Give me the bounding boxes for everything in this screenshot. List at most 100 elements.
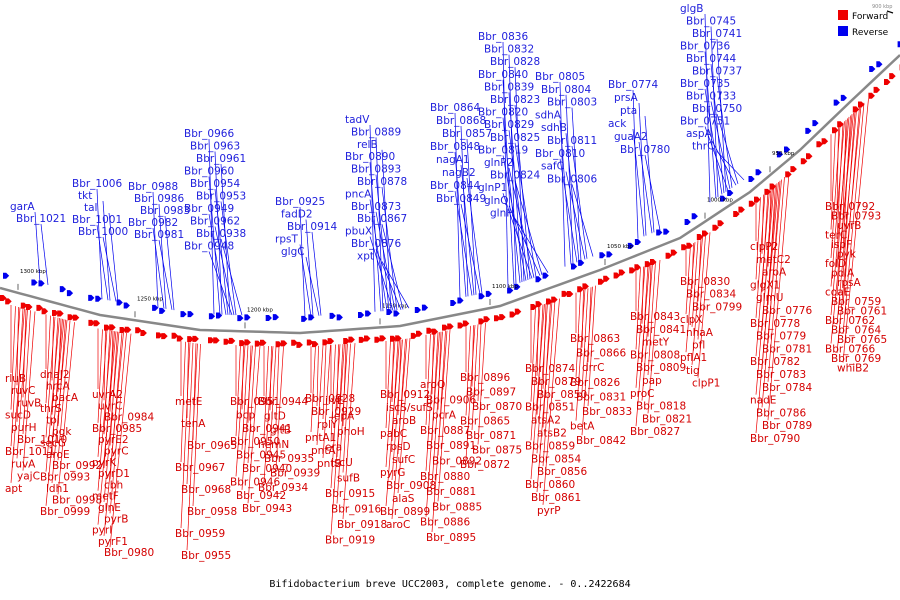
forward-gene-label: Bbr_0818 [636,401,686,413]
forward-gene-label: Bbr_0880 [420,471,470,483]
reverse-gene-arrow [159,307,166,314]
forward-connector-line [241,345,249,450]
reverse-connector-line [369,124,376,312]
forward-gene-arrow [535,301,543,308]
forward-gene-arrow [447,323,454,330]
reverse-gene-label: pbuX [345,226,372,238]
forward-gene-label: Bbr_0841 [636,324,686,336]
reverse-gene-label: tkt [78,190,92,202]
forward-gene-label: polA [831,268,855,280]
forward-gene-label: thrS [40,403,62,415]
forward-gene-label: apt [5,483,22,495]
forward-gene-arrow [494,315,501,322]
forward-gene-label: Bbr_0929 [311,406,361,418]
reverse-gene-arrow [237,315,244,322]
reverse-gene-label: Bbr_0780 [620,144,670,156]
forward-gene-label: Bbr_0834 [686,289,736,301]
forward-gene-label: sucD [5,410,31,422]
forward-gene-arrow [499,314,506,321]
forward-gene-arrow [748,200,756,207]
reverse-connector-line [514,142,537,278]
reverse-gene-label: Bbr_0983 [140,205,190,217]
forward-connector-line [830,112,854,344]
reverse-gene-label: safC [541,161,564,173]
reverse-gene-label: Bbr_0889 [351,126,401,138]
reverse-gene-arrow [485,290,492,297]
forward-connector-line [57,319,66,427]
forward-connector-line [241,345,253,490]
forward-connector-line [22,311,36,471]
forward-gene-arrow [20,302,28,309]
forward-gene-label: clpP1 [692,378,720,390]
reverse-gene-arrow [414,307,421,314]
forward-gene-label: Bbr_0943 [242,503,292,515]
forward-gene-arrow [364,335,371,342]
forward-gene-label: pyrB [104,513,128,525]
forward-gene-arrow [483,316,491,323]
reverse-gene-arrow [308,314,315,321]
reverse-gene-label: Bbr_0960 [184,166,234,178]
forward-connector-line [45,319,65,506]
forward-connector-line [10,306,16,410]
reverse-gene-arrow [3,272,10,279]
reverse-gene-arrows [3,41,900,322]
forward-gene-label: Bbr_0897 [466,387,516,399]
legend-reverse-label: Reverse [852,28,889,38]
reverse-gene-label: Bbr_0849 [436,193,486,205]
forward-gene-label: pyrI [92,525,112,537]
forward-gene-arrow [629,267,636,274]
forward-gene-label: tpi [46,415,60,427]
reverse-connector-line [375,211,396,311]
reverse-connector-line [704,13,711,203]
forward-connector-line [431,330,448,533]
forward-gene-label: Bbr_0833 [582,406,632,418]
forward-gene-arrow [821,138,829,145]
forward-connector-line [57,320,71,461]
forward-connector-line [581,288,589,392]
reverse-gene-arrow [727,189,734,196]
reverse-gene-arrow [88,294,95,301]
forward-gene-label: Bbr_0999 [40,506,90,518]
forward-gene-arrow [312,341,319,348]
forward-gene-label: Bbr_0783 [756,369,806,381]
forward-gene-label: Bbr_0762 [825,315,875,327]
forward-connector-line [767,173,790,421]
forward-connector-line [275,346,284,468]
forward-gene-label: Bbr_1011 [5,446,55,458]
forward-gene-label: Bbr_0958 [187,506,237,518]
forward-gene-arrow [72,314,80,321]
reverse-connector-line [716,38,727,192]
forward-gene-arrow [93,320,101,327]
forward-gene-arrow [686,242,693,249]
forward-connector-line [761,179,782,408]
forward-gene-label: pyrP [537,505,561,517]
forward-gene-label: drrC [582,362,604,374]
forward-connector-line [275,346,280,425]
forward-gene-label: Bbr_0886 [420,517,470,529]
forward-gene-label: Bbr_0808 [630,349,680,361]
forward-connector-line [97,330,112,491]
forward-gene-arrow [280,340,288,347]
forward-gene-arrow [754,196,761,203]
reverse-connector-line [460,203,481,295]
reverse-connector-line [158,239,173,310]
forward-connector-line [109,333,132,548]
reverse-connector-line [102,200,111,301]
forward-connector-line [263,346,269,439]
reverse-gene-arrow [478,293,485,300]
reverse-gene-label: Bbr_0839 [484,81,534,93]
reverse-gene-arrow [840,94,847,101]
reverse-gene-label: pta [620,105,637,117]
forward-gene-label: folD [825,258,846,270]
forward-gene-arrow [254,340,262,347]
legend-forward-swatch [838,10,848,20]
forward-connector-line [635,265,646,388]
reverse-gene-arrow [208,313,216,320]
reverse-gene-arrow [152,304,159,311]
forward-gene-arrow [665,252,673,259]
forward-gene-arrow [52,310,59,317]
reverse-gene-label: Bbr_0876 [351,238,401,250]
forward-connector-line [635,267,641,350]
reverse-gene-label: aspA [686,128,713,140]
reverse-connector-line [502,79,515,285]
